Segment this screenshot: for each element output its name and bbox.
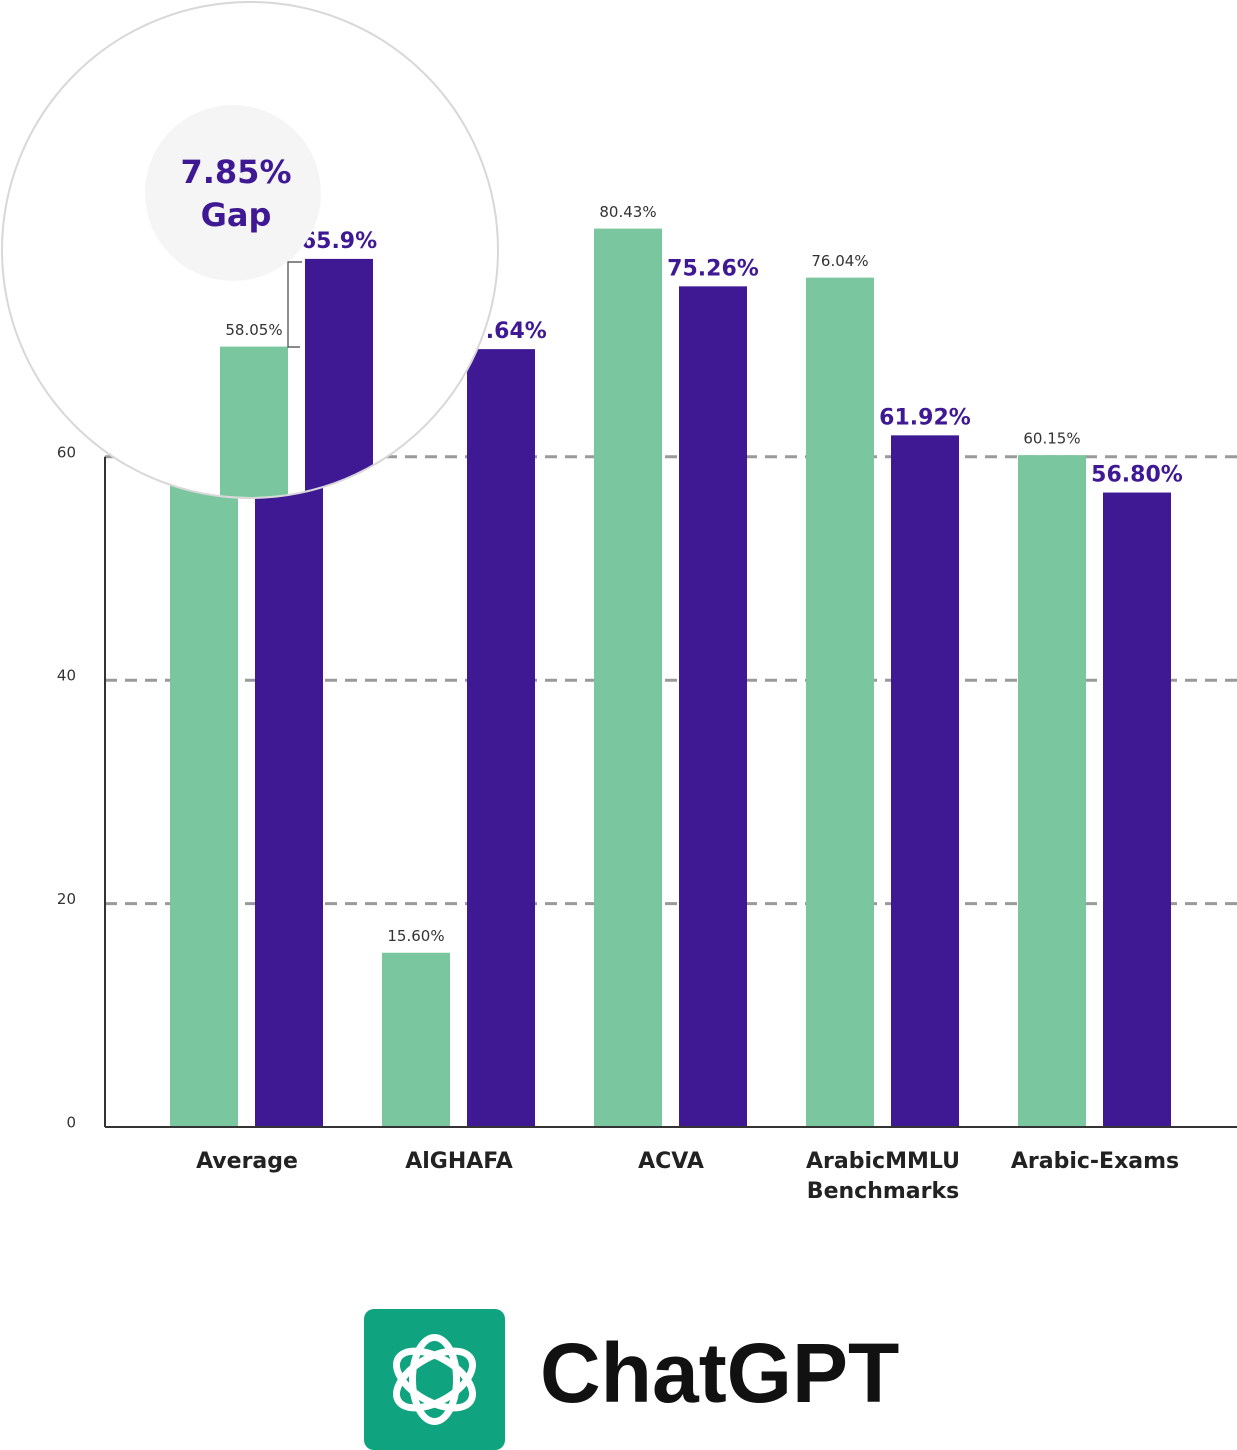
bar (679, 286, 747, 1127)
gap-bubble (145, 105, 321, 281)
value-label: 56.80% (1091, 463, 1183, 488)
y-tick-label: 60 (57, 443, 76, 461)
value-label: 80.43% (599, 203, 656, 221)
value-label: 65.9% (301, 229, 377, 254)
value-label: 60.15% (1023, 430, 1080, 448)
bar (220, 346, 288, 497)
value-label: 61.92% (879, 405, 971, 430)
bar (1103, 492, 1171, 1127)
value-label: 76.04% (811, 252, 868, 270)
y-tick-label: 20 (57, 890, 76, 908)
bar (891, 435, 959, 1127)
gap-bracket (287, 261, 302, 348)
bar (594, 228, 662, 1127)
brand-name: ChatGPT (540, 1326, 899, 1420)
logo-icon (393, 1334, 476, 1425)
x-tick-label: AlGHAFA (405, 1149, 513, 1174)
bar (1018, 455, 1086, 1127)
bar (806, 277, 874, 1128)
gap-label: Gap (201, 196, 272, 234)
x-tick-label: Arabic-Exams (1010, 1149, 1180, 1174)
x-tick-label: ArabicMMLU Benchmarks (806, 1149, 960, 1204)
x-tick-label: ACVA (638, 1149, 704, 1174)
value-label: 58.05% (225, 321, 282, 339)
value-label: 15.60% (387, 927, 444, 945)
y-tick-label: 40 (57, 667, 76, 685)
bar (170, 478, 238, 1127)
y-tick-label: 0 (66, 1114, 76, 1132)
x-tick-label: Average (196, 1149, 298, 1174)
bar (382, 952, 450, 1127)
bar (255, 390, 323, 1128)
bar (305, 258, 373, 497)
logo-badge (364, 1309, 505, 1450)
value-label: 75.26% (667, 256, 759, 281)
gap-value: 7.85% (180, 153, 291, 191)
bar (467, 349, 535, 1127)
